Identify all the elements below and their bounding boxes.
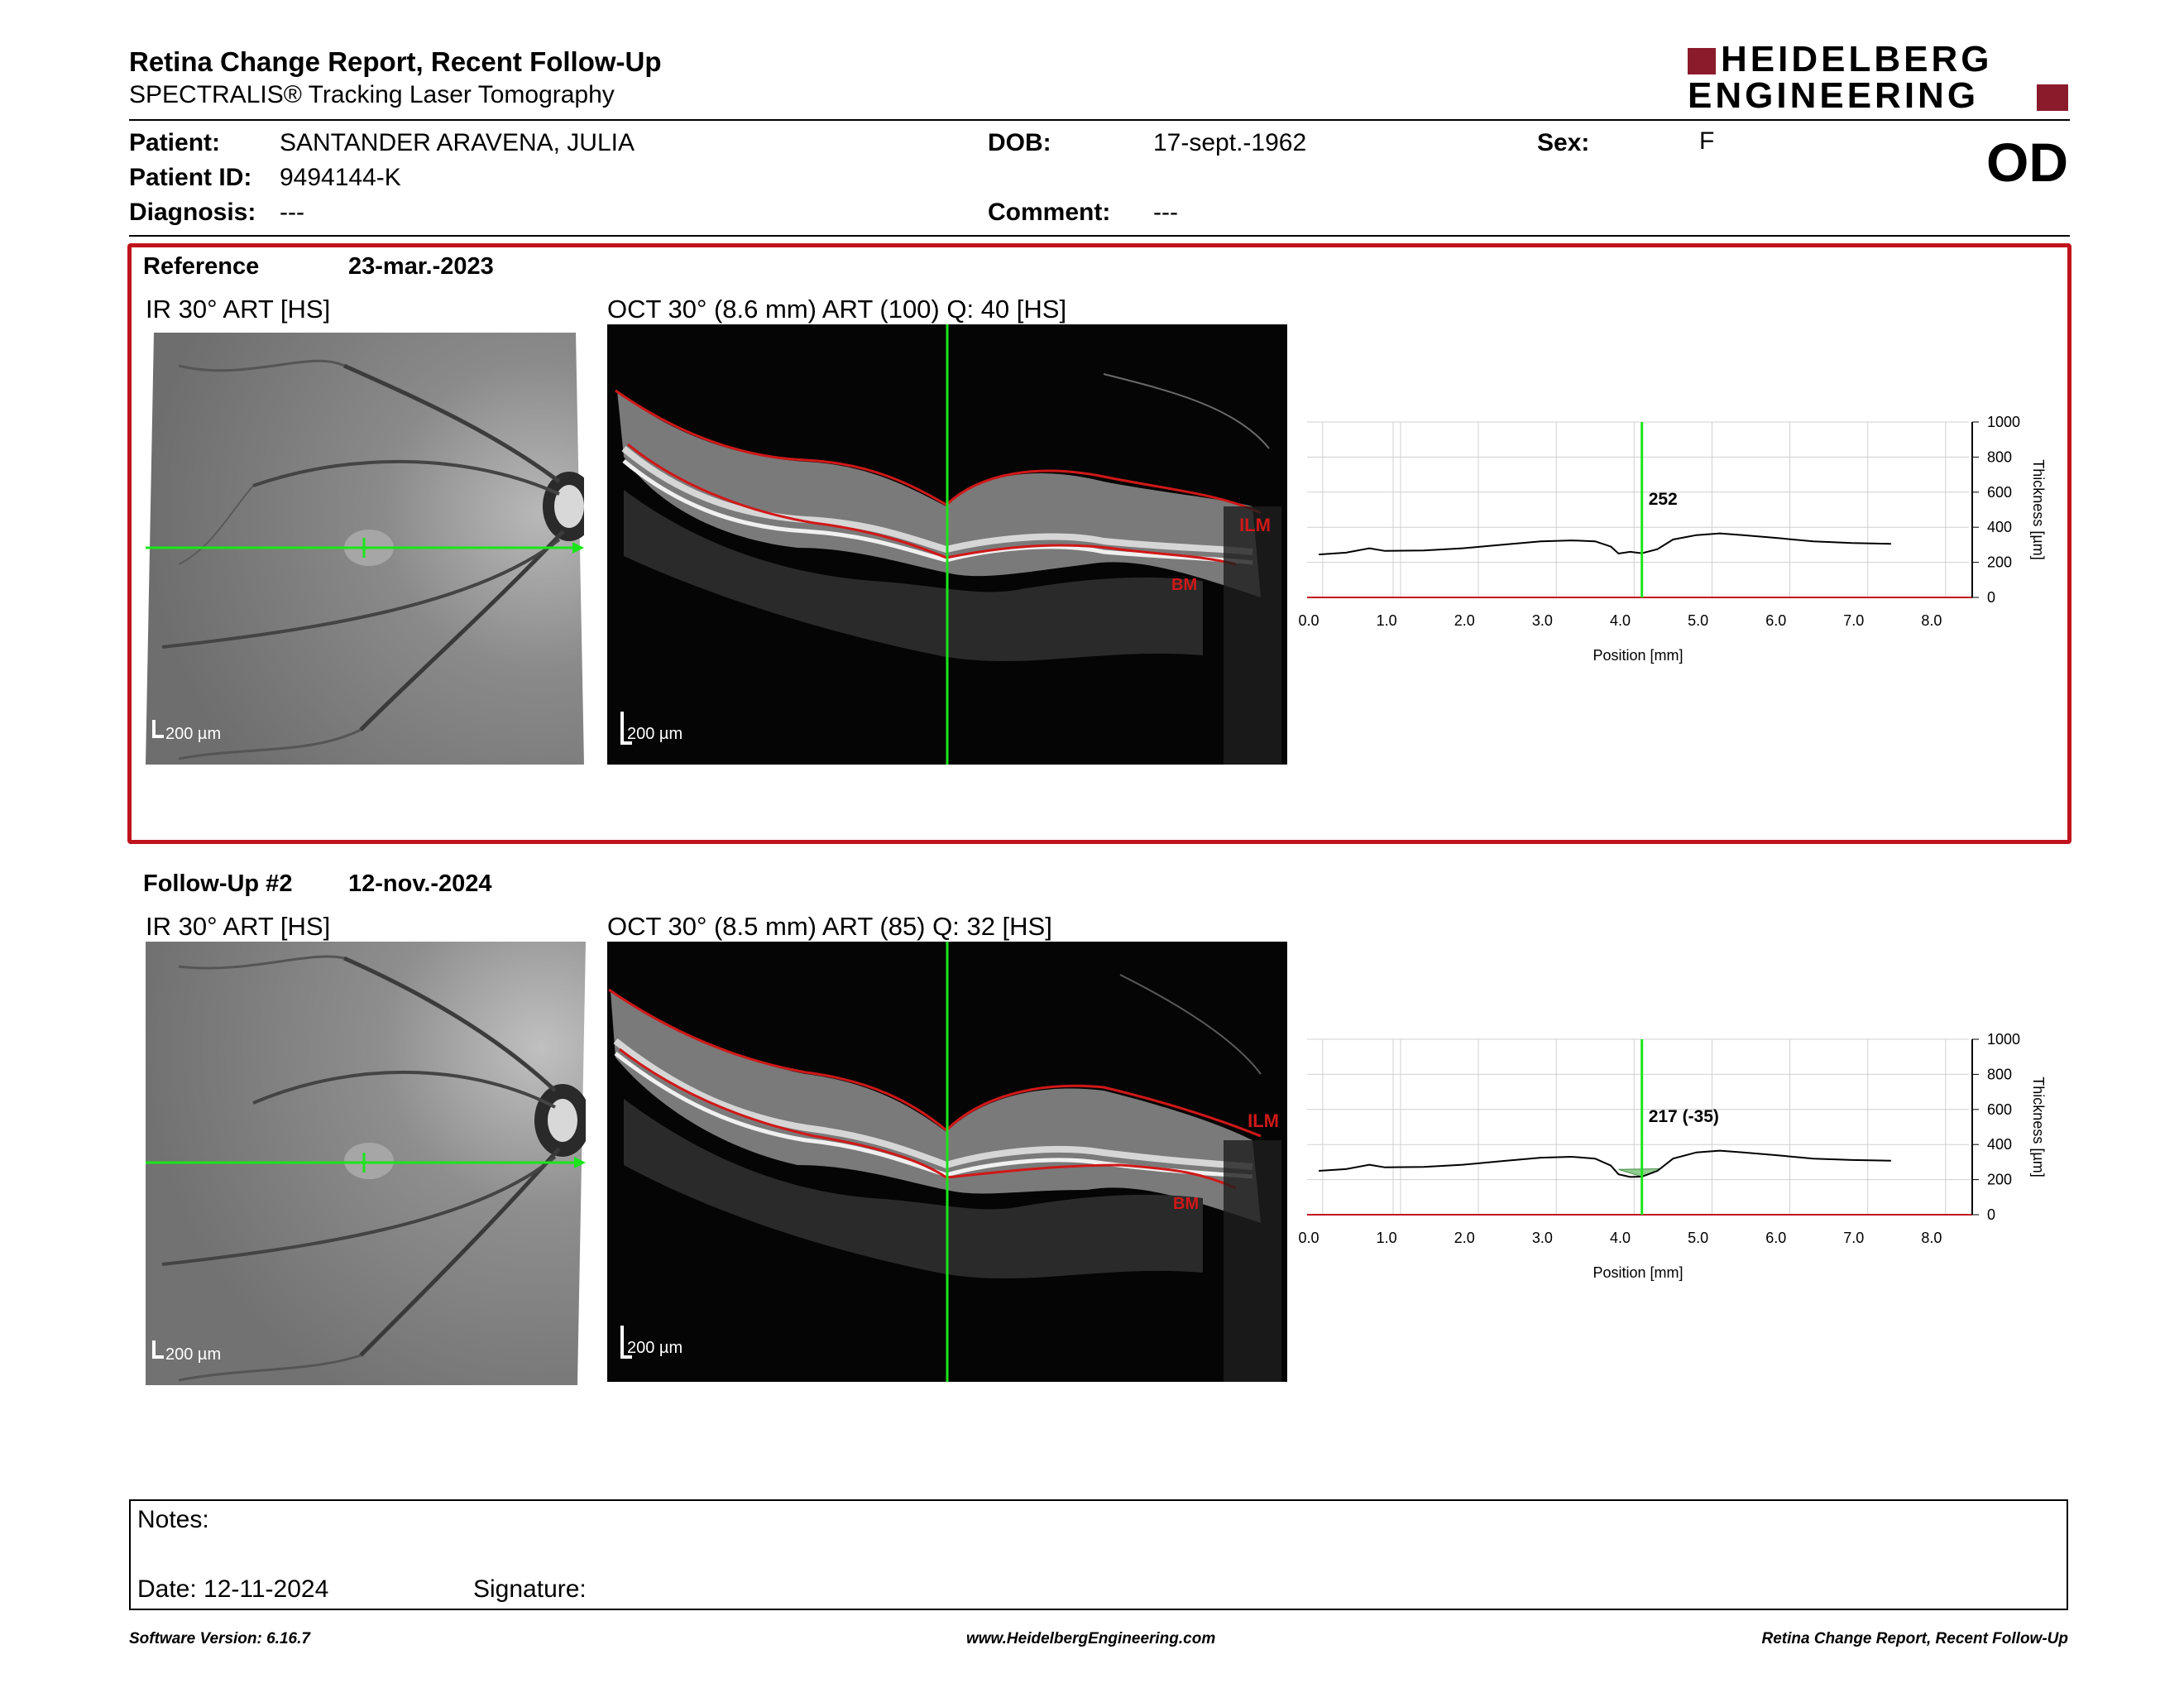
chart1-x-tick-label: 5.0 [1688,1230,1708,1246]
reference-ir-caption: IR 30° ART [HS] [146,295,331,324]
comment-label: Comment: [988,199,1111,226]
notes-box: Notes: Date: 12-11-2024 Signature: [129,1499,2068,1610]
reference-oct-caption: OCT 30° (8.6 mm) ART (100) Q: 40 [HS] [607,295,1067,324]
signature-label: Signature: [473,1575,587,1603]
chart0-y-tick-label: 1000 [1987,414,2020,430]
logo-line2: ENGINEERING [1688,75,1980,116]
reference-ir-fundus-drawing [146,333,584,765]
chart1-cursor-value-label: 217 (-35) [1649,1107,1719,1126]
diagnosis-label: Diagnosis: [129,199,256,226]
patient-id: 9494144-K [280,164,401,191]
followup-bm-label: BM [1173,1195,1200,1213]
reference-oct-bscan-drawing [615,324,1281,765]
chart1-x-tick-label: 7.0 [1843,1230,1864,1246]
followup-oct-bscan-image: ILM BM 200 µm [607,942,1287,1382]
followup-date: 12-nov.-2024 [348,870,492,897]
diagnosis-value: --- [280,199,304,226]
notes-label: Notes: [137,1506,209,1533]
reference-ir-scale-label: 200 µm [165,725,222,743]
reference-oct-bscan-image: ILM BM 200 µm [607,324,1287,765]
chart1-x-tick-label: 8.0 [1921,1230,1942,1246]
footer-report-name: Retina Change Report, Recent Follow-Up [1761,1630,2068,1647]
chart1-x-tick-label: 4.0 [1610,1230,1631,1246]
chart1-y-tick-label: 1000 [1987,1031,2020,1048]
chart0-y-tick-label: 200 [1987,554,2012,571]
chart0-y-tick-label: 600 [1987,484,2012,501]
chart1-y-axis-label: Thickness [µm] [2030,1077,2047,1177]
website-link[interactable]: www.HeidelbergEngineering.com [966,1630,1216,1647]
chart1-x-tick-label: 3.0 [1532,1230,1553,1246]
chart0-y-tick-label: 0 [1987,589,1995,606]
dob-label: DOB: [988,129,1051,156]
chart1-y-tick-label: 200 [1987,1172,2012,1188]
reference-date: 23-mar.-2023 [348,253,494,280]
chart1-y-tick-label: 800 [1987,1066,2012,1082]
chart0-x-tick-label: 0.0 [1299,612,1320,629]
chart0-y-tick-label: 800 [1987,448,2012,465]
chart0-x-tick-label: 8.0 [1921,612,1942,629]
chart1-x-axis-label: Position [mm] [1592,1264,1683,1281]
chart1-x-tick-label: 2.0 [1454,1230,1475,1246]
followup-ir-scale-label: 200 µm [165,1345,222,1364]
chart1-y-tick-label: 400 [1987,1136,2012,1153]
heidelberg-logo: HEIDELBERG ENGINEERING [1688,41,2068,117]
notes-date: Date: 12-11-2024 [137,1575,329,1603]
reference-ilm-label: ILM [1239,515,1271,535]
dob-value: 17-sept.-1962 [1153,129,1307,156]
chart1-series-0-line [1319,1149,1891,1178]
chart0-x-tick-label: 2.0 [1454,612,1475,629]
chart0-cursor-value-label: 252 [1649,490,1678,509]
chart0-x-tick-label: 4.0 [1610,612,1631,629]
sex-label: Sex: [1537,129,1590,156]
followup-thickness-chart: 0 200 400 600 800 1000 0.0 1.0 2.0 3.0 4.0 5.0 6.0 7.… [1299,1031,2047,1281]
chart1-x-tick-label: 1.0 [1377,1230,1397,1246]
sex-value: F [1699,127,1715,155]
patient-id-label: Patient ID: [129,164,252,191]
chart0-series-0-line [1319,532,1891,556]
chart0-x-tick-label: 5.0 [1688,612,1708,629]
followup-oct-caption: OCT 30° (8.5 mm) ART (85) Q: 32 [HS] [607,912,1052,941]
chart1-y-tick-label: 0 [1987,1206,1995,1223]
followup-ir-fundus-image: 200 µm [146,942,586,1385]
reference-thickness-chart: 0 200 400 600 800 1000 0.0 1.0 2.0 3.0 4.0 5.0 6.0 7.… [1299,414,2047,664]
chart0-y-axis-label: Thickness [µm] [2030,459,2047,559]
chart0-y-tick-label: 400 [1987,519,2012,535]
chart0-x-tick-label: 7.0 [1843,612,1864,629]
chart1-y-tick-label: 600 [1987,1101,2012,1118]
chart0-x-tick-label: 1.0 [1377,612,1397,629]
software-version: Software Version: 6.16.7 [129,1630,310,1647]
comment-value: --- [1153,199,1178,226]
patient-name-label: Patient: [129,129,221,156]
reference-bm-label: BM [1171,576,1198,594]
header-rule [129,119,2070,121]
reference-label: Reference [143,253,260,280]
logo-line1: HEIDELBERG [1721,39,1993,79]
chart0-x-axis-label: Position [mm] [1592,647,1683,664]
chart0-x-tick-label: 6.0 [1765,612,1786,629]
chart1-x-tick-label: 0.0 [1299,1230,1320,1246]
followup-ir-fundus-drawing [146,942,586,1385]
followup-label: Follow-Up #2 [143,870,293,897]
chart1-x-tick-label: 6.0 [1765,1230,1786,1246]
chart0-x-tick-label: 3.0 [1532,612,1553,629]
reference-frame [127,243,2071,844]
followup-ir-caption: IR 30° ART [HS] [146,912,331,941]
report-title: Retina Change Report, Recent Follow-Up [129,46,662,77]
info-rule [129,235,2070,237]
patient-name: SANTANDER ARAVENA, JULIA [280,129,635,156]
followup-oct-bscan-drawing [608,942,1281,1382]
reference-oct-scale-label: 200 µm [627,725,683,743]
report-subtitle: SPECTRALIS® Tracking Laser Tomography [129,81,615,108]
followup-ilm-label: ILM [1248,1110,1279,1131]
followup-oct-scale-label: 200 µm [627,1339,683,1357]
reference-ir-fundus-image: 200 µm [146,333,584,765]
eye-indicator: OD [1986,132,2068,193]
